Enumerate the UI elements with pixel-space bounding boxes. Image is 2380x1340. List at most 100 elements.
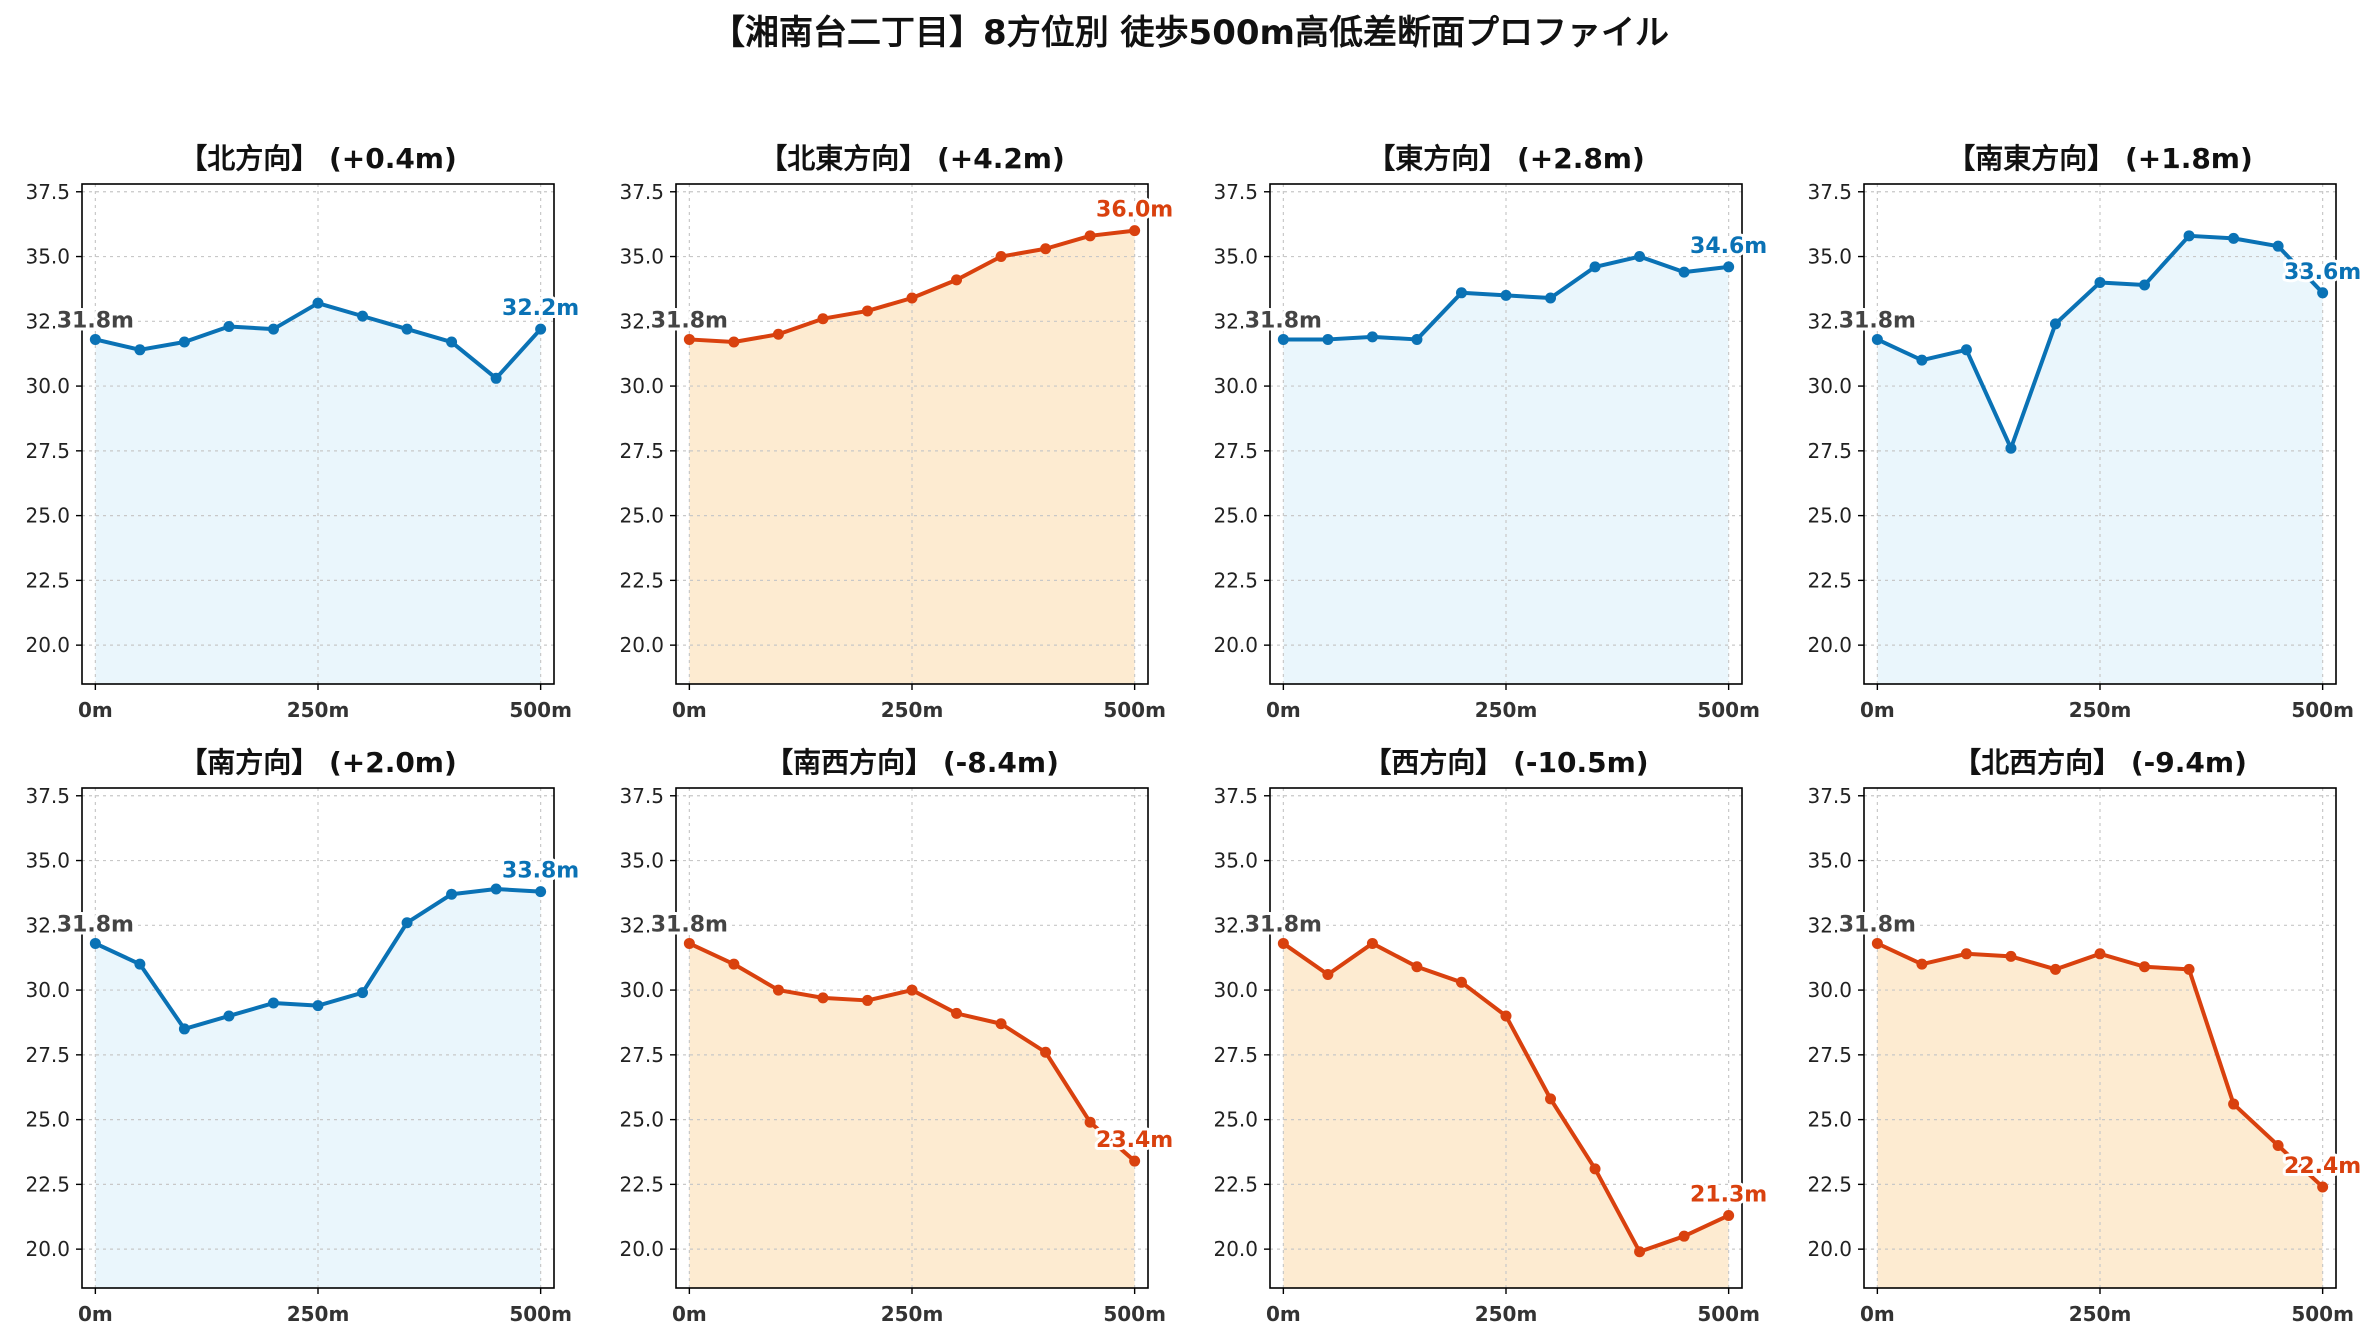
data-point (1322, 969, 1334, 981)
data-point (446, 888, 458, 900)
data-point (178, 336, 190, 348)
xtick-label: 250m (287, 698, 350, 722)
data-point (134, 344, 146, 356)
data-point (223, 320, 235, 332)
ytick-label: 35.0 (1213, 245, 1258, 269)
ytick-label: 30.0 (619, 374, 664, 398)
panel-title: 【南東方向】 (+1.8m) (1947, 142, 2253, 175)
ytick-label: 32.5 (1807, 309, 1852, 333)
data-point (2005, 442, 2017, 454)
xtick-label: 250m (1475, 1302, 1538, 1326)
ytick-label: 35.0 (1213, 849, 1258, 873)
data-point (2272, 240, 2284, 252)
data-point (401, 323, 413, 335)
data-point (1500, 1010, 1512, 1022)
data-point (2228, 232, 2240, 244)
data-point (535, 323, 547, 335)
ytick-label: 20.0 (619, 633, 664, 657)
panel-title: 【東方向】 (+2.8m) (1367, 142, 1645, 175)
ytick-label: 30.0 (1213, 978, 1258, 1002)
ytick-label: 22.5 (1807, 568, 1852, 592)
ytick-label: 37.5 (619, 180, 664, 204)
data-point (2317, 1181, 2329, 1193)
ytick-label: 30.0 (1807, 978, 1852, 1002)
data-point (2049, 963, 2061, 975)
data-point (1634, 1246, 1646, 1258)
area-fill (1283, 256, 1729, 684)
ytick-label: 30.0 (25, 978, 70, 1002)
area-fill (1877, 943, 2323, 1288)
data-point (2139, 961, 2151, 973)
data-point (223, 1010, 235, 1022)
end-value-label: 21.3m (1690, 1182, 1767, 1207)
data-point (2094, 948, 2106, 960)
data-point (683, 937, 695, 949)
ytick-label: 32.5 (25, 309, 70, 333)
ytick-label: 22.5 (619, 568, 664, 592)
data-point (1723, 261, 1735, 273)
xtick-label: 500m (1697, 698, 1760, 722)
data-point (357, 310, 369, 322)
data-point (951, 1007, 963, 1019)
data-point (1455, 287, 1467, 299)
xtick-label: 500m (1697, 1302, 1760, 1326)
ytick-label: 20.0 (619, 1237, 664, 1261)
ytick-label: 25.0 (25, 1108, 70, 1132)
ytick-label: 25.0 (25, 504, 70, 528)
data-point (401, 917, 413, 929)
data-point (490, 372, 502, 384)
data-point (861, 994, 873, 1006)
ytick-label: 35.0 (1807, 849, 1852, 873)
ytick-label: 27.5 (25, 439, 70, 463)
ytick-label: 35.0 (1807, 245, 1852, 269)
data-point (1589, 261, 1601, 273)
data-point (1411, 333, 1423, 345)
ytick-label: 22.5 (1807, 1172, 1852, 1196)
start-value-label: 31.8m (651, 308, 728, 333)
panel-title: 【北方向】 (+0.4m) (179, 142, 457, 175)
ytick-label: 32.5 (25, 913, 70, 937)
xtick-label: 500m (509, 1302, 572, 1326)
data-point (1960, 344, 1972, 356)
ytick-label: 20.0 (1213, 633, 1258, 657)
end-value-label: 23.4m (1096, 1128, 1173, 1153)
xtick-label: 250m (881, 1302, 944, 1326)
data-point (1871, 333, 1883, 345)
data-point (1040, 1046, 1052, 1058)
ytick-label: 32.5 (1807, 913, 1852, 937)
start-value-label: 31.8m (1245, 912, 1322, 937)
data-point (2228, 1098, 2240, 1110)
xtick-label: 250m (1475, 698, 1538, 722)
data-point (2183, 963, 2195, 975)
ytick-label: 37.5 (25, 180, 70, 204)
data-point (2139, 279, 2151, 291)
xtick-label: 500m (509, 698, 572, 722)
ytick-label: 35.0 (25, 245, 70, 269)
start-value-label: 31.8m (1839, 308, 1916, 333)
data-point (1545, 292, 1557, 304)
ytick-label: 35.0 (25, 849, 70, 873)
ytick-label: 37.5 (1213, 784, 1258, 808)
data-point (683, 333, 695, 345)
xtick-label: 500m (1103, 698, 1166, 722)
panels: 【北方向】 (+0.4m) 20.0 22.5 25.0 27.5 30.0 32.5 35.… (25, 142, 2364, 1326)
xtick-label: 0m (1266, 1302, 1301, 1326)
data-point (1678, 266, 1690, 278)
ytick-label: 27.5 (619, 1043, 664, 1067)
data-point (1084, 1116, 1096, 1128)
data-point (89, 937, 101, 949)
data-point (1455, 976, 1467, 988)
xtick-label: 0m (1860, 1302, 1895, 1326)
start-value-label: 31.8m (1245, 308, 1322, 333)
xtick-label: 250m (2069, 1302, 2132, 1326)
data-point (995, 251, 1007, 263)
ytick-label: 27.5 (1213, 439, 1258, 463)
ytick-label: 25.0 (619, 504, 664, 528)
data-point (312, 1000, 324, 1012)
data-point (2049, 318, 2061, 330)
data-point (312, 297, 324, 309)
ytick-label: 20.0 (25, 1237, 70, 1261)
data-point (861, 305, 873, 317)
ytick-label: 32.5 (1213, 913, 1258, 937)
